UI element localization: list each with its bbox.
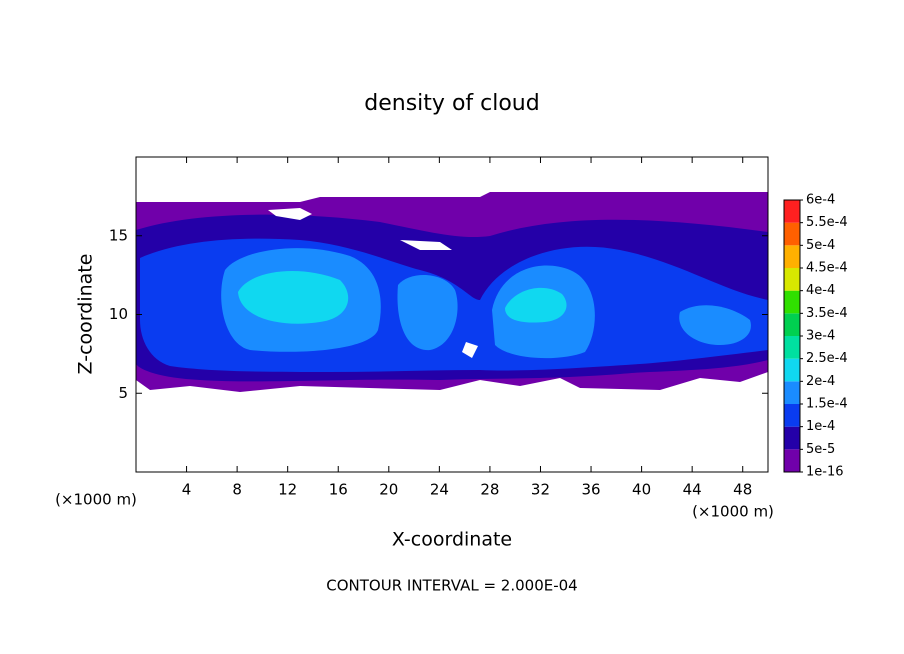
chart-title: density of cloud	[364, 91, 539, 116]
x-tick-label: 32	[531, 481, 550, 499]
y-tick-label: 5	[118, 384, 128, 402]
colorbar-label: 4e-4	[806, 283, 835, 298]
x-tick-label: 40	[632, 481, 651, 499]
colorbar-band	[784, 404, 800, 427]
colorbar-band	[784, 200, 800, 223]
x-tick-label: 12	[278, 481, 297, 499]
colorbar-label: 5.5e-4	[806, 215, 848, 230]
contour-band	[505, 287, 567, 323]
colorbar-label: 5e-5	[806, 442, 835, 457]
x-tick-label: 44	[683, 481, 702, 499]
x-tick-label: 20	[379, 481, 398, 499]
colorbar-band	[784, 268, 800, 291]
y-tick-label: 10	[109, 305, 128, 323]
colorbar-label: 5e-4	[806, 238, 835, 253]
colorbar-band	[784, 449, 800, 472]
colorbar-band	[784, 290, 800, 314]
gap	[462, 342, 478, 358]
colorbar-band	[784, 245, 800, 268]
x-tick-label: 36	[581, 481, 600, 499]
x-tick-label: 48	[733, 481, 752, 499]
note: CONTOUR INTERVAL = 2.000E-04	[326, 577, 577, 595]
contour-band	[679, 305, 751, 345]
x-tick-label: 4	[182, 481, 192, 499]
x-axis-label: X-coordinate	[392, 529, 512, 551]
gap	[400, 240, 452, 250]
x-unit-right: (×1000 m)	[692, 503, 774, 521]
colorbar-band	[784, 381, 800, 404]
colorbar-label: 3e-4	[806, 329, 835, 344]
colorbar-band	[784, 313, 800, 336]
contour-band	[397, 274, 458, 351]
colorbar-band	[784, 358, 800, 382]
colorbar-band	[784, 336, 800, 359]
x-tick-label: 24	[430, 481, 449, 499]
gap	[268, 208, 312, 220]
colorbar-label: 6e-4	[806, 193, 835, 208]
contour-field	[136, 192, 768, 392]
colorbar-label: 1e-16	[806, 465, 844, 480]
y-axis-label: Z-coordinate	[75, 254, 97, 375]
x-unit-left: (×1000 m)	[55, 491, 137, 509]
colorbar-label: 2e-4	[806, 374, 835, 389]
y-tick-label: 15	[109, 226, 128, 244]
colorbar-label: 3.5e-4	[806, 306, 848, 321]
colorbar-label: 4.5e-4	[806, 261, 848, 276]
colorbar-label: 1e-4	[806, 419, 835, 434]
colorbar-band	[784, 222, 800, 246]
colorbar-label: 2.5e-4	[806, 351, 848, 366]
contour-band	[238, 270, 349, 324]
x-tick-label: 28	[480, 481, 499, 499]
colorbar-band	[784, 426, 800, 450]
colorbar-label: 1.5e-4	[806, 397, 848, 412]
x-tick-label: 16	[329, 481, 348, 499]
x-tick-label: 8	[232, 481, 242, 499]
